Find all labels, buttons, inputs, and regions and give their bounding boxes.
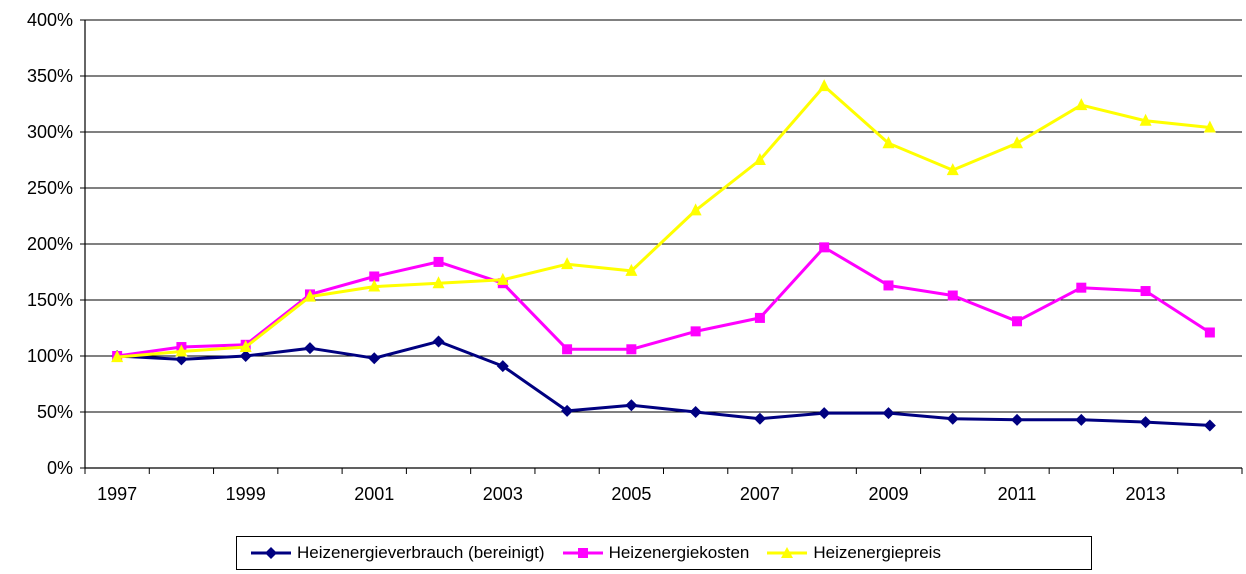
- legend-label-verbrauch: Heizenergieverbrauch (bereinigt): [297, 543, 545, 562]
- data-point: [1139, 113, 1152, 126]
- legend-item-preis: Heizenergiepreis: [767, 543, 941, 563]
- data-point: [689, 203, 702, 216]
- data-point: [882, 407, 895, 420]
- data-point: [368, 279, 381, 292]
- data-point: [303, 289, 316, 302]
- data-point: [432, 276, 445, 289]
- data-point: [1012, 316, 1023, 327]
- data-point: [946, 412, 959, 425]
- data-point: [369, 271, 380, 282]
- y-axis-ticks: 0% 50% 100% 150% 200% 250% 300% 350% 400%: [27, 10, 85, 478]
- data-point: [883, 280, 894, 291]
- data-point: [368, 352, 381, 365]
- legend: Heizenergieverbrauch (bereinigt) Heizene…: [236, 536, 1092, 570]
- gridlines: [85, 19, 1242, 413]
- data-point: [753, 412, 766, 425]
- series-line-1: [116, 245, 1211, 358]
- data-point: [432, 335, 445, 348]
- data-point: [111, 350, 124, 363]
- data-point: [1011, 413, 1024, 426]
- data-point: [496, 272, 509, 285]
- series-0: [111, 335, 1216, 432]
- y-tick-label: 150%: [27, 290, 73, 310]
- y-tick-label: 350%: [27, 66, 73, 86]
- x-tick-label: 2003: [483, 484, 523, 504]
- data-point: [433, 256, 444, 267]
- x-tick-label: 2013: [1126, 484, 1166, 504]
- legend-swatch-verbrauch: [251, 547, 291, 559]
- data-point: [690, 326, 701, 337]
- data-point: [1076, 282, 1087, 293]
- data-point: [561, 404, 574, 417]
- x-tick-label: 2005: [611, 484, 651, 504]
- data-point: [689, 406, 702, 418]
- data-point: [562, 344, 573, 355]
- legend-label-kosten: Heizenergiekosten: [608, 543, 750, 562]
- data-point: [1075, 413, 1088, 426]
- series-line-0: [117, 339, 1210, 427]
- data-point: [625, 263, 638, 276]
- data-point: [1203, 120, 1216, 133]
- series-2: [111, 79, 1216, 363]
- legend-swatch-kosten: [562, 548, 603, 558]
- data-point: [1075, 98, 1088, 111]
- legend-swatch-preis: [767, 547, 808, 558]
- data-point: [303, 342, 316, 355]
- data-point: [882, 136, 895, 149]
- data-point: [496, 360, 509, 373]
- x-tick-label: 2009: [868, 484, 908, 504]
- data-point: [818, 79, 831, 92]
- data-point: [1011, 136, 1024, 149]
- legend-item-kosten: Heizenergiekosten: [562, 543, 750, 563]
- data-point: [626, 344, 637, 355]
- data-point: [1140, 286, 1151, 297]
- data-point: [1139, 416, 1152, 429]
- x-tick-label: 1999: [226, 484, 266, 504]
- data-point: [175, 344, 188, 357]
- data-point: [239, 350, 252, 362]
- data-point: [818, 407, 831, 420]
- series-1: [112, 242, 1215, 361]
- series-line-2: [116, 84, 1211, 359]
- series-group: [111, 79, 1216, 432]
- data-point: [1204, 327, 1215, 338]
- x-axis-ticks: 1997 1999 2001 2003 2005 2007 2009 2011 2013: [84, 468, 1243, 504]
- legend-label-preis: Heizenergiepreis: [813, 543, 941, 562]
- data-point: [753, 153, 766, 165]
- data-point: [754, 312, 765, 323]
- data-point: [946, 163, 959, 176]
- x-tick-label: 1997: [97, 484, 137, 504]
- y-tick-label: 0%: [47, 458, 73, 478]
- x-tick-label: 2001: [354, 484, 394, 504]
- y-tick-label: 250%: [27, 178, 73, 198]
- data-point: [561, 257, 574, 270]
- legend-item-verbrauch: Heizenergieverbrauch (bereinigt): [251, 543, 545, 563]
- data-point: [1203, 419, 1216, 432]
- data-point: [625, 399, 638, 412]
- y-tick-label: 300%: [27, 122, 73, 142]
- x-tick-label: 2007: [740, 484, 780, 504]
- data-point: [947, 290, 958, 301]
- y-tick-label: 400%: [27, 10, 73, 30]
- x-tick-label: 2011: [998, 484, 1037, 504]
- data-point: [819, 242, 830, 253]
- data-point: [239, 340, 252, 353]
- y-tick-label: 100%: [27, 346, 73, 366]
- y-tick-label: 50%: [37, 402, 73, 422]
- y-tick-label: 200%: [27, 234, 73, 254]
